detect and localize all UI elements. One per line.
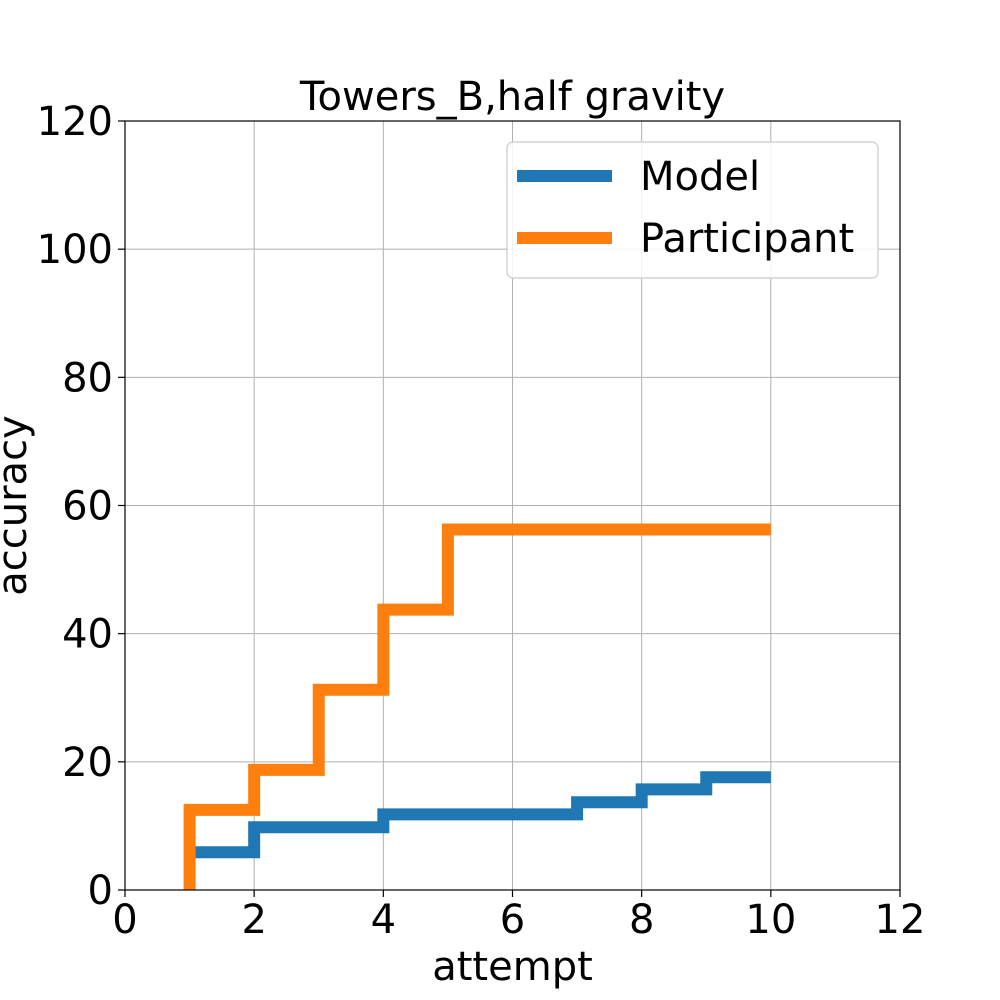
y-tick-label: 120 — [37, 99, 113, 145]
y-tick-label: 0 — [88, 868, 113, 914]
y-tick-label: 20 — [62, 740, 113, 786]
series-layer — [183, 523, 771, 890]
x-axis-label: attempt — [432, 944, 593, 990]
x-ticks: 0 2 4 6 8 10 12 — [112, 890, 925, 943]
y-tick-label: 80 — [62, 355, 113, 401]
x-tick-label: 12 — [875, 897, 926, 943]
x-tick-label: 10 — [745, 897, 796, 943]
chart-title: Towers_B,half gravity — [299, 74, 725, 120]
series-line-model — [189, 771, 771, 859]
y-tick-label: 60 — [62, 484, 113, 530]
y-tick-label: 100 — [37, 227, 113, 273]
x-tick-label: 8 — [629, 897, 654, 943]
x-tick-label: 6 — [500, 897, 525, 943]
x-tick-label: 4 — [371, 897, 396, 943]
y-axis-label: accuracy — [0, 415, 36, 595]
x-tick-label: 2 — [241, 897, 266, 943]
x-tick-label: 0 — [112, 897, 137, 943]
legend-label-participant: Participant — [640, 216, 854, 262]
legend: Model Participant — [506, 141, 879, 279]
y-tick-label: 40 — [62, 612, 113, 658]
series-line-participant — [183, 523, 771, 890]
y-ticks: 0 20 40 60 80 100 120 — [37, 99, 125, 914]
legend-label-model: Model — [640, 154, 760, 200]
